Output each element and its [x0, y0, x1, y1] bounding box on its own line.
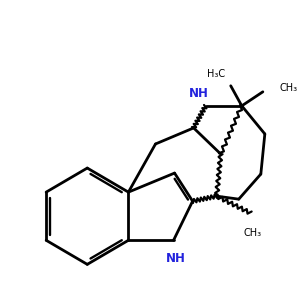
Text: CH₃: CH₃ — [244, 228, 262, 238]
Text: NH: NH — [166, 252, 185, 265]
Text: H₃C: H₃C — [207, 69, 225, 79]
Text: CH₃: CH₃ — [280, 83, 298, 93]
Text: NH: NH — [189, 87, 208, 100]
